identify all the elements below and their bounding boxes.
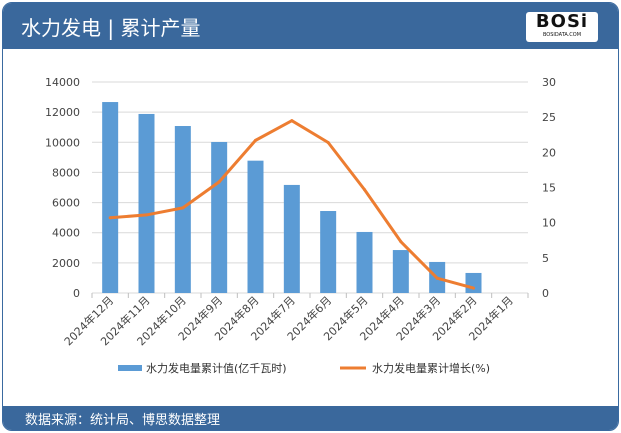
growth-point [363,188,366,192]
data-source: 数据来源：统计局、博思数据整理 [25,413,221,428]
growth-point [108,216,112,220]
legend-bar-label: 水力发电量累计值(亿千瓦时) [146,361,287,375]
bosi-logo: BOSi BOSIDATA.COM [526,12,598,42]
bar [356,231,373,293]
legend-bar-swatch [118,365,142,371]
y-left-tick-label: 8000 [52,166,80,179]
growth-point [181,206,185,210]
bar [174,126,191,293]
bar [320,211,337,293]
footer-bar: 数据来源：统计局、博思数据整理 [3,406,618,430]
bar [211,141,228,293]
y-left-tick-label: 0 [73,287,80,300]
logo-text: BOSi [535,11,589,32]
growth-point [145,213,148,217]
growth-point [472,286,475,290]
bar [392,250,409,293]
y-right-tick-label: 20 [542,146,556,159]
y-right-tick-label: 10 [542,217,556,230]
bar [247,160,264,293]
growth-point [254,138,257,142]
bar [283,184,300,293]
y-right-tick-label: 0 [542,287,549,300]
y-left-tick-label: 14000 [45,76,80,89]
page-title: 水力发电 | 累计产量 [21,16,201,40]
y-left-tick-label: 2000 [52,257,80,270]
growth-point [326,140,330,144]
bar [102,102,119,293]
y-left-tick-label: 4000 [52,227,80,240]
y-left-tick-label: 6000 [52,197,80,210]
y-right-tick-label: 30 [542,76,556,89]
bar [465,272,482,293]
growth-point [399,240,403,244]
y-right-tick-label: 25 [542,111,556,124]
header-bar: 水力发电 | 累计产量 BOSi BOSIDATA.COM [3,3,618,49]
legend-line-label: 水力发电量累计增长(%) [372,361,490,375]
y-left-tick-label: 12000 [45,106,80,119]
bar [138,113,155,293]
growth-point [217,180,221,184]
y-left-tick-label: 10000 [45,136,80,149]
logo-subtext: BOSIDATA.COM [542,32,582,38]
growth-point [435,276,439,280]
growth-point [290,119,294,123]
y-right-tick-label: 5 [542,252,549,265]
y-right-tick-label: 15 [542,182,556,195]
